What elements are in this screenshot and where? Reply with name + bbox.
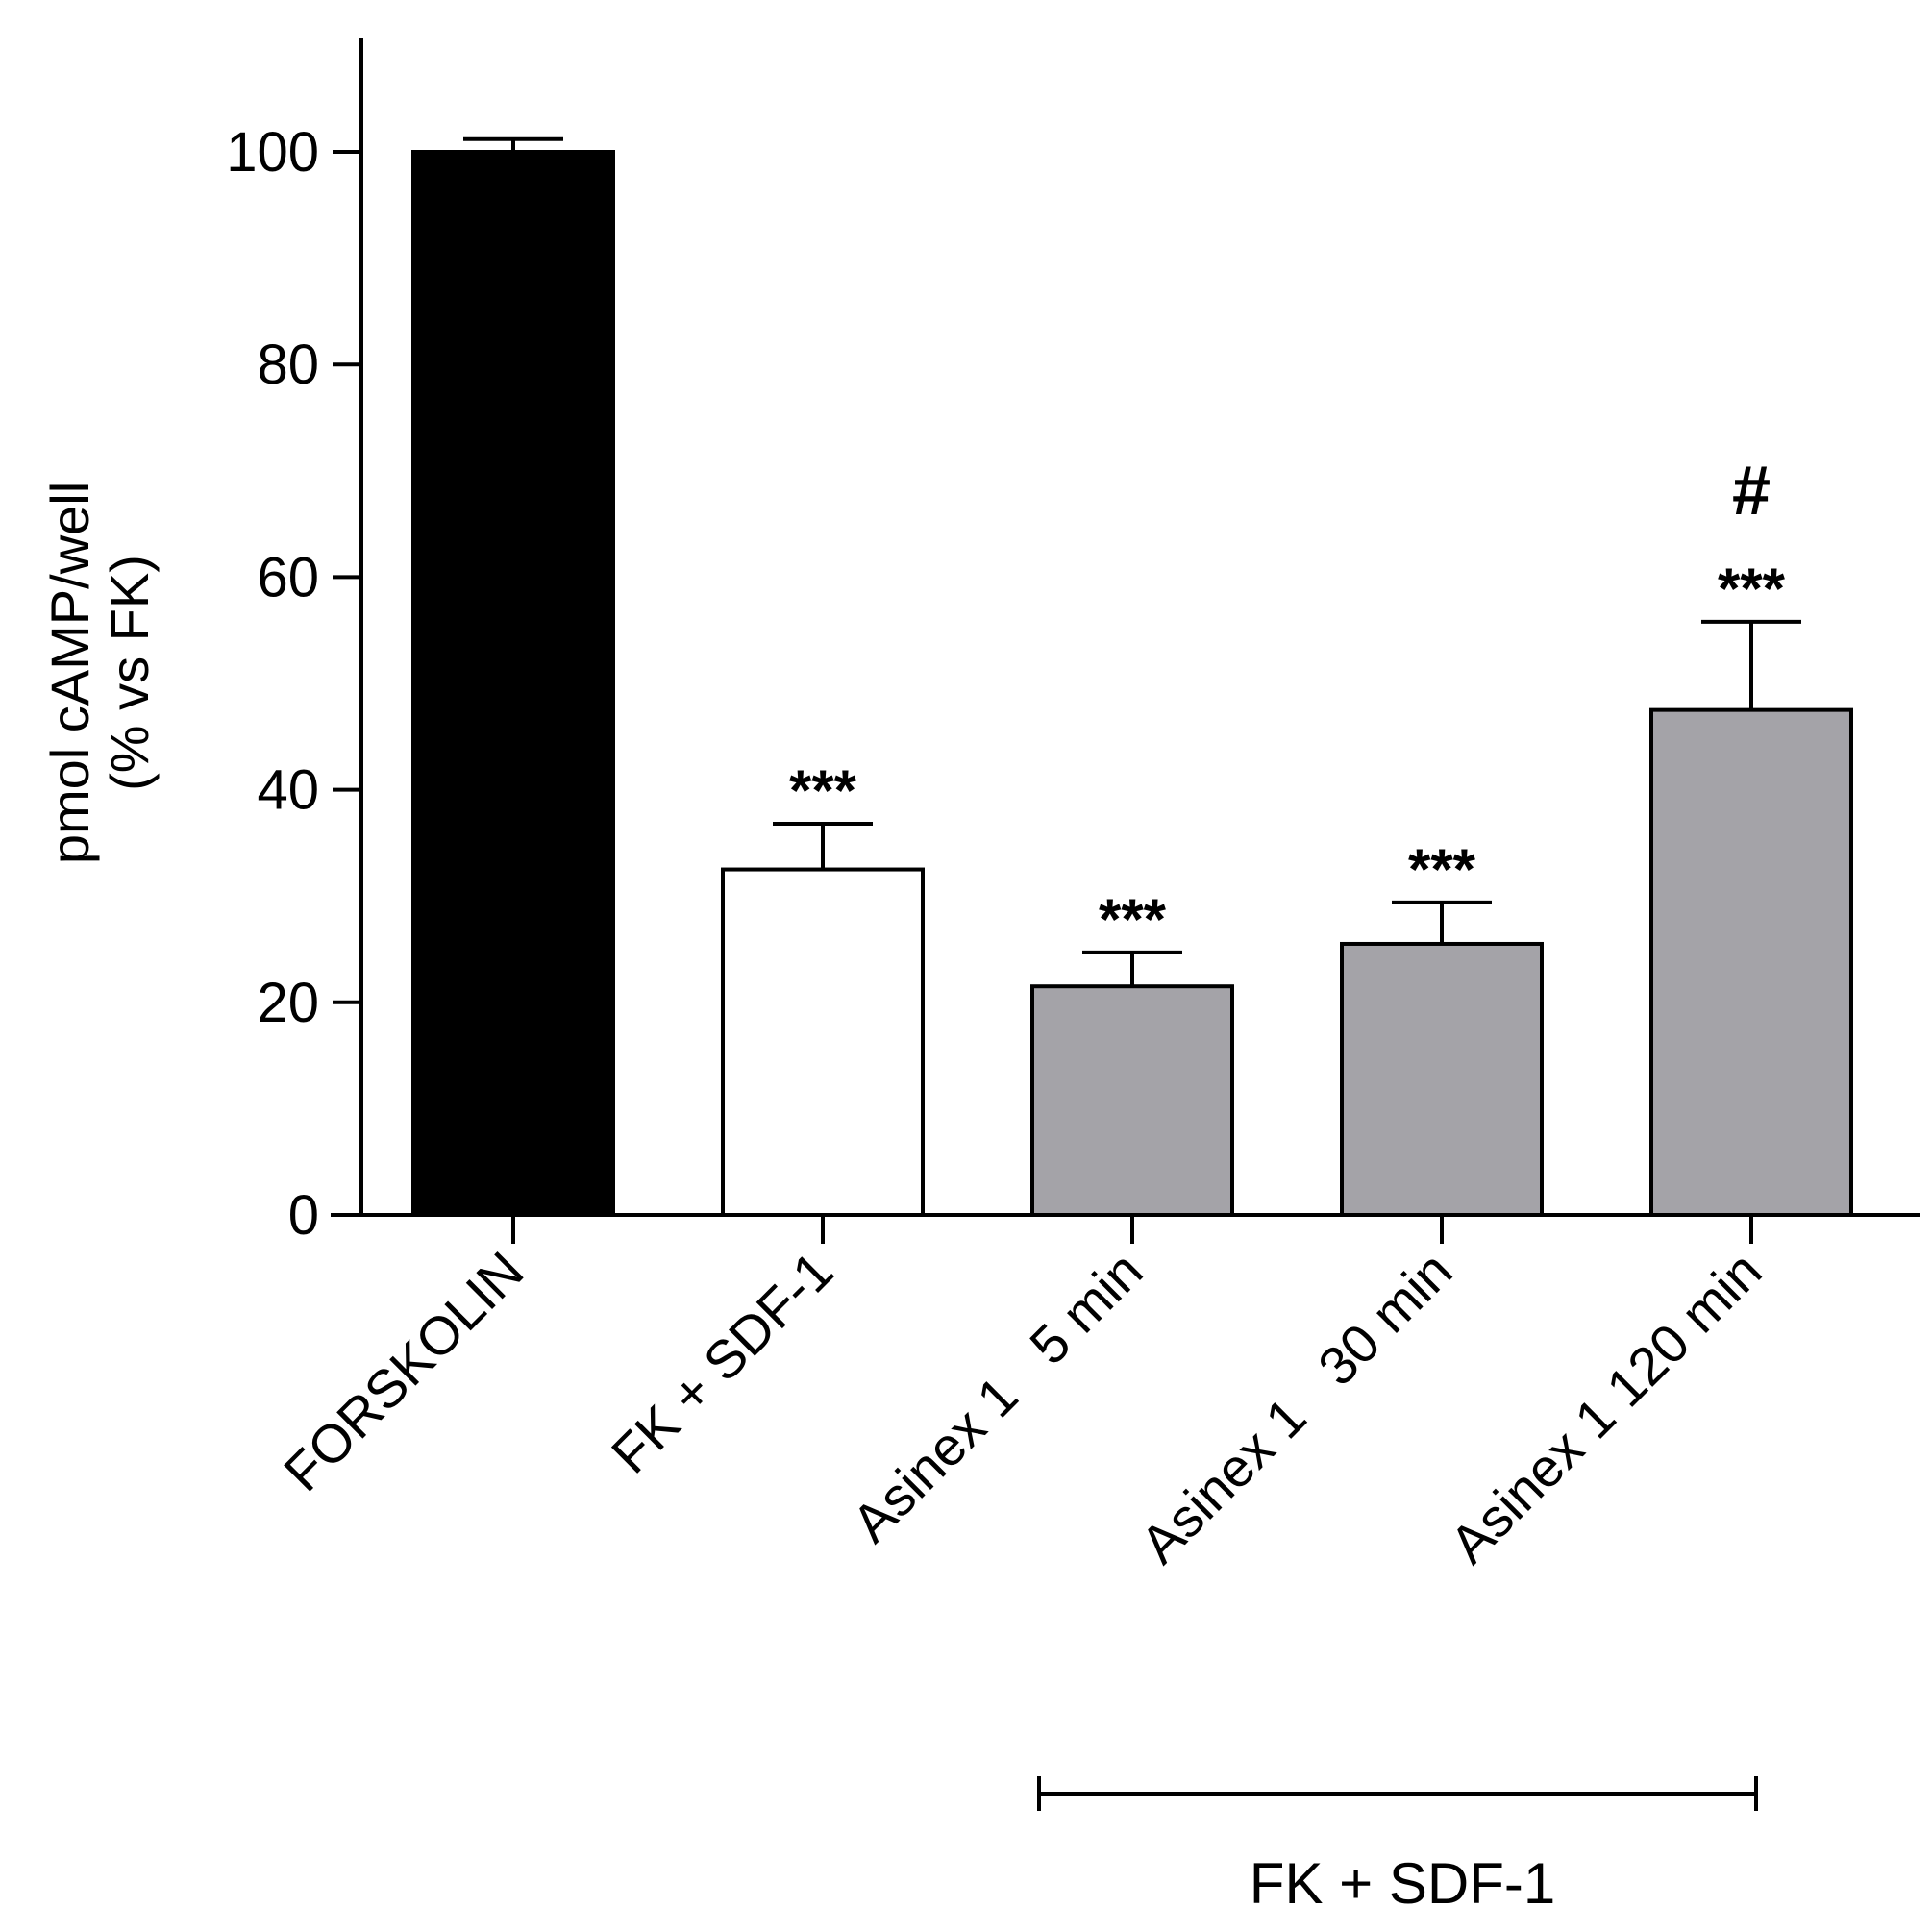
bar-0: [411, 150, 615, 1217]
x-tick-label-3: Asinex 1 30 min: [1128, 1240, 1463, 1574]
y-tick-label-80: 80: [257, 334, 319, 396]
y-tick-label-100: 100: [226, 121, 319, 184]
y-tick-label-0: 0: [288, 1184, 319, 1247]
y-axis-title: pmol cAMP/well(% vs FK): [39, 482, 160, 864]
y-tick-label-20: 20: [257, 972, 319, 1034]
y-axis-title-line-1: (% vs FK): [99, 555, 160, 791]
bars: [411, 136, 1853, 1217]
y-tick-label-60: 60: [257, 546, 319, 608]
x-tick-label-4: Asinex 1 120 min: [1438, 1240, 1772, 1574]
significance-label-4: ***: [1718, 557, 1786, 621]
axes: [331, 38, 1920, 1811]
bar-2: [1030, 984, 1234, 1217]
significance-label-3: ***: [1408, 837, 1476, 902]
x-tick-label-1: FK + SDF-1: [600, 1240, 845, 1485]
bar-3: [1340, 941, 1544, 1217]
significance-label-1: ***: [789, 758, 857, 823]
y-axis-title-line-0: pmol cAMP/well: [39, 482, 100, 864]
bar-1: [721, 867, 925, 1217]
significance-label-2: ***: [1099, 887, 1167, 952]
group-bracket-label: FK + SDF-1: [1250, 1851, 1555, 1916]
y-tick-label-40: 40: [257, 759, 319, 822]
significance-extra-label-4: #: [1732, 453, 1771, 530]
x-tick-label-2: Asinex 1 5 min: [840, 1240, 1153, 1553]
bar-4: [1649, 707, 1853, 1217]
x-tick-label-0: FORSKOLIN: [272, 1240, 534, 1502]
